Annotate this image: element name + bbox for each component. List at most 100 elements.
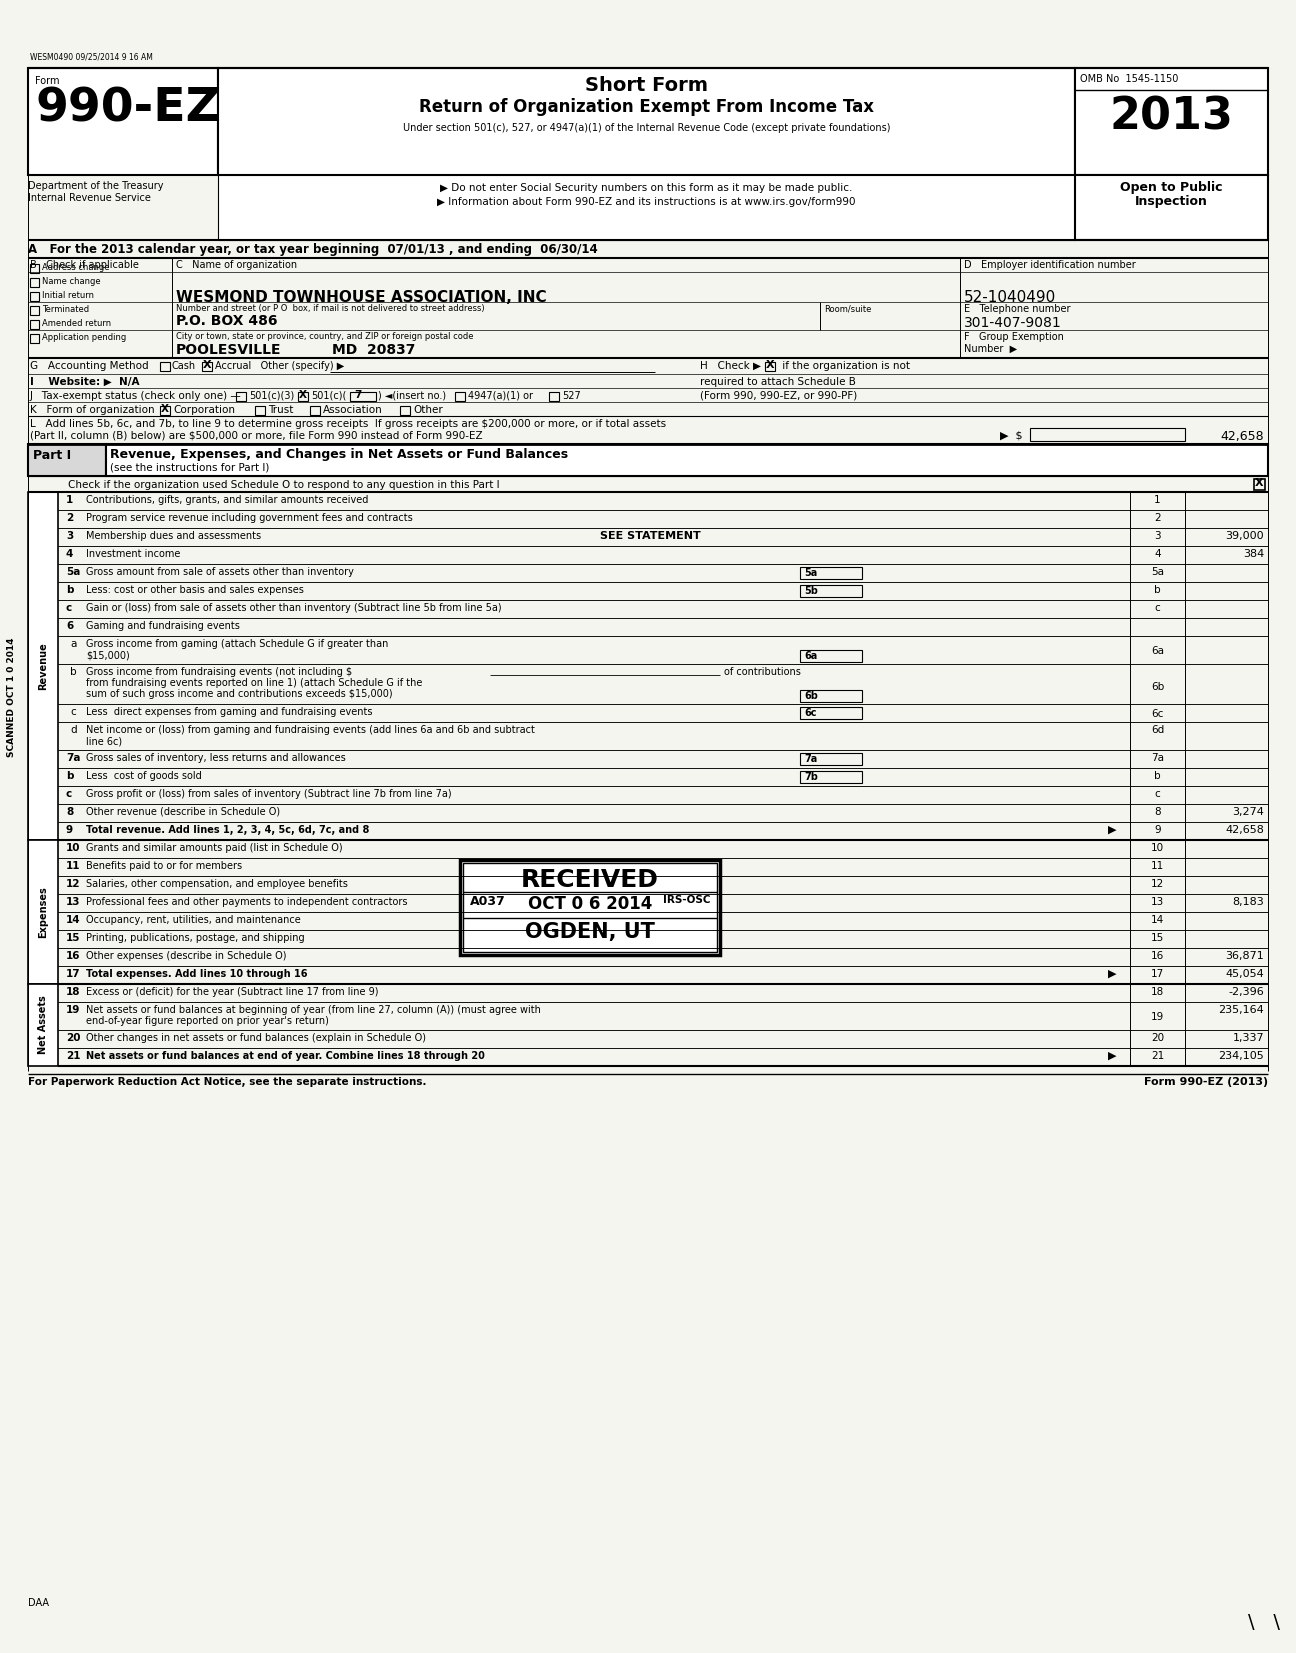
Text: 8,183: 8,183 <box>1232 898 1264 907</box>
Text: Other: Other <box>413 405 443 415</box>
Text: 3: 3 <box>66 531 74 541</box>
Text: 4: 4 <box>1155 549 1161 559</box>
Text: 6c: 6c <box>804 707 816 717</box>
Bar <box>29 493 58 840</box>
Text: Salaries, other compensation, and employee benefits: Salaries, other compensation, and employ… <box>86 879 347 889</box>
Text: Total expenses. Add lines 10 through 16: Total expenses. Add lines 10 through 16 <box>86 969 307 979</box>
Text: X: X <box>766 360 775 370</box>
Text: Application pending: Application pending <box>41 332 126 342</box>
Text: \   \: \ \ <box>1248 1613 1280 1632</box>
Text: b: b <box>70 668 76 678</box>
Text: A   For the 2013 calendar year, or tax year beginning  07/01/13 , and ending  06: A For the 2013 calendar year, or tax yea… <box>29 243 597 256</box>
Text: POOLESVILLE: POOLESVILLE <box>176 344 281 357</box>
Text: 8: 8 <box>66 807 74 817</box>
Text: Trust: Trust <box>268 405 293 415</box>
Text: Benefits paid to or for members: Benefits paid to or for members <box>86 861 242 871</box>
Bar <box>800 567 862 579</box>
Text: Gain or (loss) from sale of assets other than inventory (Subtract line 5b from l: Gain or (loss) from sale of assets other… <box>86 603 502 613</box>
Bar <box>30 334 39 344</box>
Text: Other changes in net assets or fund balances (explain in Schedule O): Other changes in net assets or fund bala… <box>86 1033 426 1043</box>
Bar <box>202 362 213 370</box>
Bar <box>800 707 862 719</box>
Text: For Paperwork Reduction Act Notice, see the separate instructions.: For Paperwork Reduction Act Notice, see … <box>29 1078 426 1088</box>
Text: d: d <box>70 726 76 736</box>
Text: 7a: 7a <box>804 754 818 764</box>
Bar <box>29 840 58 984</box>
Text: Other revenue (describe in Schedule O): Other revenue (describe in Schedule O) <box>86 807 280 817</box>
Text: Initial return: Initial return <box>41 291 95 299</box>
Text: 4: 4 <box>66 549 74 559</box>
Text: Gross income from gaming (attach Schedule G if greater than: Gross income from gaming (attach Schedul… <box>86 640 389 650</box>
Bar <box>1255 479 1265 489</box>
Text: Net assets or fund balances at end of year. Combine lines 18 through 20: Net assets or fund balances at end of ye… <box>86 1051 485 1061</box>
Text: RECEIVED: RECEIVED <box>521 868 658 893</box>
Text: 16: 16 <box>1151 950 1164 960</box>
Text: ▶ Information about Form 990-EZ and its instructions is at www.irs.gov/form990: ▶ Information about Form 990-EZ and its … <box>437 197 855 207</box>
Text: b: b <box>66 770 74 780</box>
Text: 14: 14 <box>1151 916 1164 926</box>
Text: ▶ Do not enter Social Security numbers on this form as it may be made public.: ▶ Do not enter Social Security numbers o… <box>441 183 853 193</box>
Text: of contributions: of contributions <box>724 668 801 678</box>
Text: WESM0490 09/25/2014 9 16 AM: WESM0490 09/25/2014 9 16 AM <box>30 51 153 61</box>
Text: X: X <box>161 403 168 413</box>
Text: 16: 16 <box>66 950 80 960</box>
Text: Professional fees and other payments to independent contractors: Professional fees and other payments to … <box>86 898 407 907</box>
Bar <box>255 407 264 415</box>
Text: Excess or (deficit) for the year (Subtract line 17 from line 9): Excess or (deficit) for the year (Subtra… <box>86 987 378 997</box>
Bar <box>350 392 376 402</box>
Text: 301-407-9081: 301-407-9081 <box>964 316 1061 331</box>
Text: Gross profit or (loss) from sales of inventory (Subtract line 7b from line 7a): Gross profit or (loss) from sales of inv… <box>86 788 451 798</box>
Text: Less  direct expenses from gaming and fundraising events: Less direct expenses from gaming and fun… <box>86 707 372 717</box>
Text: Net Assets: Net Assets <box>38 995 48 1055</box>
Text: Internal Revenue Service: Internal Revenue Service <box>29 193 150 203</box>
Text: 6: 6 <box>66 622 74 631</box>
Bar <box>30 264 39 273</box>
Text: E   Telephone number: E Telephone number <box>964 304 1070 314</box>
Text: Printing, publications, postage, and shipping: Printing, publications, postage, and shi… <box>86 932 305 942</box>
Bar <box>30 321 39 329</box>
Bar <box>29 445 106 476</box>
Text: Short Form: Short Form <box>584 76 708 94</box>
Bar <box>30 278 39 288</box>
Text: Less  cost of goods sold: Less cost of goods sold <box>86 770 202 780</box>
Text: 42,658: 42,658 <box>1221 430 1264 443</box>
Text: 13: 13 <box>1151 898 1164 907</box>
Bar <box>30 306 39 316</box>
Text: Form: Form <box>35 76 60 86</box>
Text: 6a: 6a <box>804 651 818 661</box>
Text: Revenue, Expenses, and Changes in Net Assets or Fund Balances: Revenue, Expenses, and Changes in Net As… <box>110 448 568 461</box>
Text: X: X <box>1255 478 1264 488</box>
Text: ▶  $: ▶ $ <box>1001 430 1023 440</box>
Text: ) ◄(insert no.): ) ◄(insert no.) <box>378 392 446 402</box>
Text: 11: 11 <box>66 861 80 871</box>
Bar <box>800 754 862 765</box>
Text: Association: Association <box>323 405 382 415</box>
Text: B   Check if applicable: B Check if applicable <box>30 260 139 269</box>
Text: 8: 8 <box>1155 807 1161 817</box>
Bar <box>550 392 559 402</box>
Text: OGDEN, UT: OGDEN, UT <box>525 922 654 942</box>
Text: a: a <box>70 640 76 650</box>
Text: Department of the Treasury: Department of the Treasury <box>29 180 163 192</box>
Text: b: b <box>66 585 74 595</box>
Text: c: c <box>70 707 75 717</box>
Bar <box>298 392 308 402</box>
Bar <box>400 407 410 415</box>
Text: ▶: ▶ <box>1108 825 1116 835</box>
Text: Gross income from fundraising events (not including $: Gross income from fundraising events (no… <box>86 668 353 678</box>
Bar <box>218 175 1074 240</box>
Bar <box>463 863 717 952</box>
Text: Revenue: Revenue <box>38 641 48 689</box>
Text: Net assets or fund balances at beginning of year (from line 27, column (A)) (mus: Net assets or fund balances at beginning… <box>86 1005 540 1015</box>
Text: (Part II, column (B) below) are $500,000 or more, file Form 990 instead of Form : (Part II, column (B) below) are $500,000… <box>30 430 482 440</box>
Text: 501(c)(3): 501(c)(3) <box>249 392 294 402</box>
Text: Form 990-EZ (2013): Form 990-EZ (2013) <box>1144 1078 1267 1088</box>
Text: line 6c): line 6c) <box>86 736 122 746</box>
Bar <box>765 362 775 370</box>
Text: 6a: 6a <box>1151 646 1164 656</box>
Bar <box>218 68 1074 175</box>
Text: 20: 20 <box>66 1033 80 1043</box>
Text: WESMOND TOWNHOUSE ASSOCIATION, INC: WESMOND TOWNHOUSE ASSOCIATION, INC <box>176 289 547 306</box>
Text: 527: 527 <box>562 392 581 402</box>
Text: 3: 3 <box>1155 531 1161 541</box>
